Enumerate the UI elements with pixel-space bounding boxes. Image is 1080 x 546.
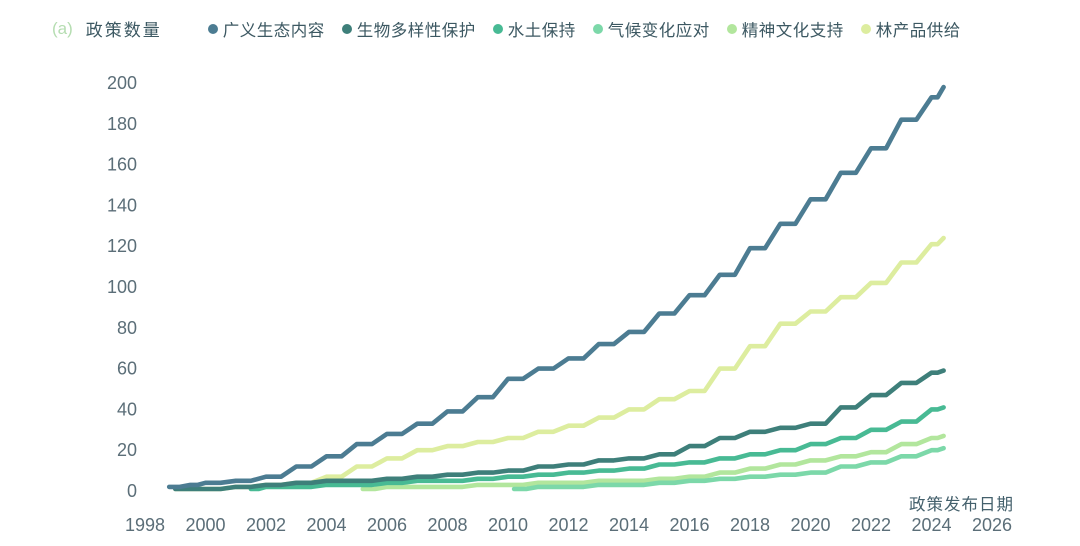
x-tick-label: 2016	[669, 515, 709, 535]
legend-dot-icon	[492, 23, 503, 34]
series-line-气候变化应对	[511, 445, 946, 492]
legend-dot-icon	[207, 23, 218, 34]
panel-label: (a)	[52, 18, 73, 38]
legend-item-soil-water[interactable]: 水土保持	[492, 17, 576, 41]
legend-label: 生物多样性保护	[356, 21, 476, 40]
x-tick-label: 2026	[972, 515, 1012, 535]
y-tick-label: 100	[107, 277, 137, 297]
y-tick-label: 180	[107, 114, 137, 134]
legend-label: 水土保持	[507, 21, 576, 40]
series-line-水土保持	[248, 405, 946, 492]
series-line-精神文化支持	[360, 433, 946, 492]
y-tick-label: 40	[117, 399, 137, 419]
y-tick-label: 60	[117, 359, 137, 379]
x-tick-label: 2014	[609, 515, 649, 535]
x-tick-label: 2006	[367, 515, 407, 535]
x-tick-label: 2012	[548, 515, 588, 535]
legend-label: 林产品供给	[875, 21, 961, 40]
x-tick-label: 2018	[730, 515, 770, 535]
legend-label: 精神文化支持	[741, 21, 844, 40]
chart-header: (a) 政策数量 广义生态内容 生物多样性保护 水土保持 气候变化应对 精神文化…	[52, 16, 961, 41]
legend-item-climate[interactable]: 气候变化应对	[592, 17, 710, 41]
x-tick-label: 2020	[790, 515, 830, 535]
y-tick-label: 80	[117, 318, 137, 338]
legend-label: 广义生态内容	[222, 21, 325, 40]
x-tick-label: 2024	[911, 515, 951, 535]
legend-item-forest-products[interactable]: 林产品供给	[860, 17, 961, 41]
legend-dot-icon	[860, 23, 871, 34]
legend: 广义生态内容 生物多样性保护 水土保持 气候变化应对 精神文化支持 林产品供给	[207, 17, 961, 41]
x-tick-label: 2008	[427, 515, 467, 535]
x-tick-label: 2002	[246, 515, 286, 535]
y-tick-label: 160	[107, 155, 137, 175]
x-tick-label: 2010	[488, 515, 528, 535]
y-tick-label: 120	[107, 236, 137, 256]
y-tick-label: 20	[117, 440, 137, 460]
x-tick-label: 2004	[306, 515, 346, 535]
series-line-生物多样性保护	[173, 368, 946, 492]
legend-dot-icon	[592, 23, 603, 34]
legend-label: 气候变化应对	[607, 21, 710, 40]
x-tick-label: 1998	[125, 515, 165, 535]
y-tick-label: 200	[107, 73, 137, 93]
y-tick-label: 0	[127, 481, 137, 501]
x-tick-label: 2000	[185, 515, 225, 535]
chart-title: 政策数量	[85, 21, 162, 40]
legend-item-broad-ecology[interactable]: 广义生态内容	[207, 17, 325, 41]
x-axis-title: 政策发布日期	[909, 496, 1014, 514]
legend-item-culture[interactable]: 精神文化支持	[726, 17, 844, 41]
legend-dot-icon	[341, 23, 352, 34]
legend-dot-icon	[726, 23, 737, 34]
y-tick-label: 140	[107, 195, 137, 215]
series-line-广义生态内容	[166, 84, 946, 490]
legend-item-biodiversity[interactable]: 生物多样性保护	[341, 17, 476, 41]
x-tick-label: 2022	[851, 515, 891, 535]
